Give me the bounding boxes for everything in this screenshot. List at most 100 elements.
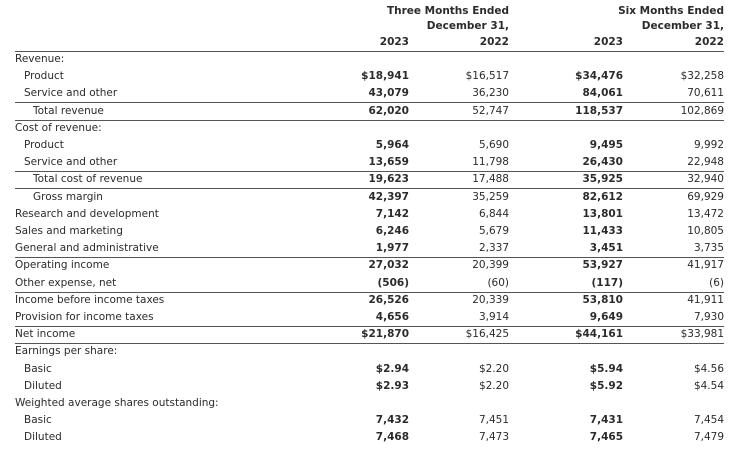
cell-value: 32,940: [687, 173, 724, 186]
row-label: Gross margin: [33, 190, 103, 203]
cell-value: $21,870: [361, 328, 409, 341]
column-group-header: Three Months Ended: [386, 5, 509, 17]
cell-value: 3,451: [589, 242, 623, 255]
row-rule: [15, 326, 724, 327]
row-label: Service and other: [24, 87, 118, 100]
cell-value: 7,142: [375, 207, 409, 220]
row-label: Revenue:: [15, 53, 65, 65]
cell-value: $34,476: [575, 70, 623, 83]
row-label: Cost of revenue:: [15, 121, 102, 134]
cell-value: 19,623: [368, 173, 409, 186]
cell-value: $2.94: [375, 362, 409, 375]
column-year: 2022: [479, 36, 509, 48]
cell-value: 43,079: [368, 87, 409, 100]
cell-value: $18,941: [361, 70, 409, 83]
column-year: 2023: [593, 36, 623, 48]
column-group-header: Six Months Ended: [618, 5, 724, 17]
row-label: Product: [24, 139, 64, 151]
cell-value: $4.56: [693, 362, 724, 375]
cell-value: $4.54: [693, 379, 724, 392]
cell-value: 6,246: [375, 225, 409, 237]
row-label: Basic: [24, 362, 52, 375]
cell-value: 7,432: [375, 414, 409, 427]
row-label: Operating income: [15, 259, 110, 272]
row-label: Diluted: [24, 379, 62, 392]
cell-value: 11,433: [582, 225, 623, 237]
cell-value: 41,911: [687, 293, 724, 306]
cell-value: $16,425: [465, 328, 509, 341]
cell-value: 35,925: [582, 173, 623, 186]
cell-value: 52,747: [472, 104, 509, 117]
cell-value: 2,337: [478, 242, 509, 255]
cell-value: 7,451: [478, 414, 509, 427]
cell-value: (6): [709, 276, 724, 289]
cell-value: 22,948: [687, 156, 724, 169]
row-rule: [15, 102, 724, 104]
cell-value: 70,611: [687, 87, 724, 100]
cell-value: $16,517: [465, 70, 509, 83]
row-label: Earnings per share:: [15, 345, 118, 358]
cell-value: 26,526: [368, 293, 409, 306]
row-rule: [15, 119, 724, 121]
cell-value: 35,259: [472, 190, 509, 203]
cell-value: 9,649: [589, 311, 623, 323]
row-label: General and administrative: [15, 242, 159, 255]
cell-value: 5,690: [478, 139, 509, 151]
cell-value: $44,161: [575, 328, 623, 341]
cell-value: 9,495: [589, 139, 623, 151]
column-year: 2022: [694, 36, 724, 48]
cell-value: 9,992: [693, 139, 724, 151]
cell-value: $2.93: [375, 379, 409, 392]
cell-value: (60): [487, 276, 509, 289]
cell-value: 7,479: [693, 431, 724, 444]
cell-value: (506): [377, 276, 409, 289]
cell-value: 82,612: [582, 190, 623, 203]
row-rule: [15, 343, 724, 345]
cell-value: $2.20: [478, 362, 509, 375]
cell-value: 102,869: [680, 104, 724, 117]
column-group-header: December 31,: [426, 20, 509, 32]
cell-value: 118,537: [575, 104, 623, 117]
row-rule: [15, 257, 724, 259]
cell-value: 84,061: [582, 87, 623, 100]
cell-value: 7,473: [478, 431, 509, 444]
cell-value: 13,659: [368, 156, 409, 169]
cell-value: 27,032: [368, 259, 409, 272]
row-label: Product: [24, 70, 64, 83]
cell-value: 7,454: [693, 414, 724, 427]
cell-value: 20,399: [472, 259, 509, 272]
cell-value: 36,230: [472, 87, 509, 100]
row-label: Diluted: [24, 431, 62, 444]
row-label: Total revenue: [33, 104, 104, 117]
row-label: Service and other: [24, 156, 118, 169]
cell-value: 7,930: [693, 311, 724, 323]
cell-value: 7,468: [375, 431, 409, 444]
cell-value: 3,914: [478, 311, 509, 323]
cell-value: 13,801: [582, 207, 623, 220]
cell-value: 6,844: [478, 207, 509, 220]
cell-value: 7,431: [589, 414, 623, 427]
cell-value: 3,735: [693, 242, 724, 255]
cell-value: 41,917: [687, 259, 724, 272]
row-label: Total cost of revenue: [33, 173, 143, 186]
row-label: Income before income taxes: [15, 293, 165, 306]
cell-value: $5.94: [589, 362, 623, 375]
row-label: Sales and marketing: [15, 225, 123, 237]
header-rule: [15, 51, 724, 52]
row-label: Weighted average shares outstanding:: [15, 397, 219, 409]
cell-value: 20,339: [472, 293, 509, 306]
cell-value: 26,430: [582, 156, 623, 169]
cell-value: 62,020: [368, 104, 409, 117]
cell-value: $33,981: [680, 328, 724, 341]
row-label: Research and development: [15, 207, 159, 220]
cell-value: 1,977: [375, 242, 409, 255]
row-label: Net income: [15, 328, 76, 341]
cell-value: 11,798: [472, 156, 509, 169]
row-rule: [15, 171, 724, 173]
cell-value: 5,964: [375, 139, 409, 151]
column-year: 2023: [379, 36, 409, 48]
cell-value: (117): [591, 276, 623, 289]
cell-value: 7,465: [589, 431, 623, 444]
cell-value: 53,810: [582, 293, 623, 306]
